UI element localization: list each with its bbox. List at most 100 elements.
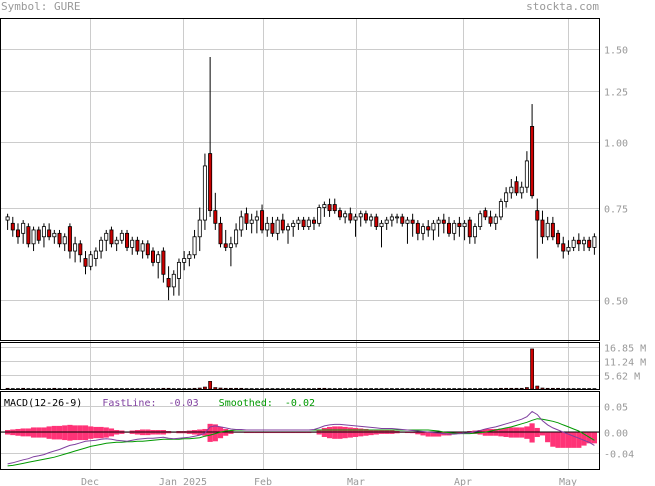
macd-fast-line	[7, 410, 595, 465]
candle-body	[187, 254, 192, 259]
volume-bar	[587, 388, 592, 390]
volume-bar	[410, 388, 415, 390]
candle-body	[208, 153, 213, 212]
volume-bar	[561, 388, 566, 390]
candle-body	[317, 207, 322, 224]
volume-bar	[493, 388, 498, 390]
x-tick-label: Feb	[254, 477, 272, 486]
macd-histogram-bar	[565, 432, 572, 448]
candle-body	[384, 219, 389, 224]
volume-bar	[21, 387, 26, 390]
macd-legend: MACD(12-26-9) FastLine: -0.03 Smoothed: …	[4, 398, 315, 409]
site-name[interactable]: stockta.com	[526, 0, 599, 13]
candle-body	[114, 239, 119, 245]
macd-histogram-bar	[46, 426, 52, 439]
macd-histogram-bar	[420, 432, 426, 436]
volume-tick-label: 16.85 M	[604, 344, 646, 355]
volume-bar	[135, 388, 140, 390]
macd-histogram-bar	[72, 425, 78, 441]
candle-body	[556, 232, 561, 245]
macd-histogram-bar	[576, 432, 582, 448]
volume-bar	[213, 387, 218, 390]
volume-bar	[312, 388, 316, 390]
candle-body	[291, 222, 296, 228]
volume-bar	[265, 388, 270, 390]
macd-histogram-bar	[571, 432, 577, 448]
price-panel	[5, 57, 597, 301]
candle-body	[31, 229, 36, 245]
volume-bar	[421, 388, 425, 390]
symbol-label: Symbol: GURE	[1, 0, 81, 13]
candle-body	[447, 222, 451, 234]
volume-bar	[5, 387, 10, 390]
candle-body	[228, 243, 233, 248]
macd-histogram-bar	[560, 432, 566, 448]
candle-body	[369, 216, 374, 221]
candle-body	[343, 213, 348, 218]
candle-body	[358, 213, 363, 218]
volume-bar	[275, 388, 280, 390]
volume-bar	[254, 388, 259, 390]
candle-body	[535, 210, 540, 221]
candle-body	[280, 219, 285, 231]
volume-bar	[234, 387, 238, 390]
volume-bar	[192, 387, 197, 390]
candle-body	[99, 239, 104, 252]
volume-bar	[47, 388, 52, 390]
macd-tick-label: -0.04	[604, 450, 634, 461]
macd-title: MACD(12-26-9)	[4, 398, 82, 409]
volume-bar	[400, 388, 405, 390]
candle-body	[301, 219, 306, 228]
volume-bar	[26, 388, 31, 390]
candle-body	[363, 213, 368, 221]
macd-histogram-bar	[555, 432, 561, 448]
candle-body	[421, 226, 426, 234]
candle-body	[218, 222, 223, 245]
volume-bar	[291, 388, 296, 390]
volume-bar	[478, 388, 483, 390]
volume-bar	[42, 388, 46, 390]
candle-body	[213, 210, 218, 224]
candle-body	[26, 226, 31, 245]
macd-histogram-bar	[212, 424, 218, 442]
volume-bar	[36, 388, 41, 390]
volume-bar	[68, 387, 72, 390]
macd-smoothed-line	[7, 418, 595, 467]
volume-bar	[182, 388, 187, 390]
macd-histogram-bar	[207, 423, 213, 442]
volume-bar	[535, 385, 540, 390]
volume-bar	[244, 388, 249, 390]
volume-bar	[130, 388, 135, 390]
candle-body	[488, 216, 493, 224]
volume-bar	[270, 388, 275, 390]
candle-body	[462, 222, 467, 228]
volume-bar	[374, 388, 379, 390]
candle-body	[426, 226, 431, 231]
candle-body	[171, 273, 176, 288]
candle-body	[436, 219, 441, 224]
volume-bar	[348, 388, 353, 390]
candle-body	[249, 219, 254, 224]
volume-bar	[405, 388, 410, 390]
candle-body	[327, 204, 332, 212]
candle-body	[109, 229, 114, 245]
x-tick-label: Dec	[81, 477, 99, 486]
x-tick-label: Apr	[454, 477, 472, 486]
volume-bar	[166, 387, 171, 390]
candle-body	[5, 216, 10, 221]
candle-body	[374, 216, 379, 228]
macd-histogram-bar	[56, 425, 63, 440]
volume-bar	[52, 387, 57, 390]
x-tick-label: May	[559, 477, 577, 486]
candle-body	[140, 243, 145, 252]
volume-bar	[99, 388, 103, 390]
candle-body	[265, 222, 270, 231]
macd-histogram-bar	[98, 426, 104, 439]
volume-bar	[338, 388, 342, 390]
volume-bar	[62, 388, 67, 390]
candle-body	[244, 213, 249, 224]
candle-body	[161, 250, 166, 275]
volume-bar	[119, 388, 124, 390]
price-tick-label: 0.75	[604, 205, 628, 216]
candle-body	[296, 219, 301, 224]
